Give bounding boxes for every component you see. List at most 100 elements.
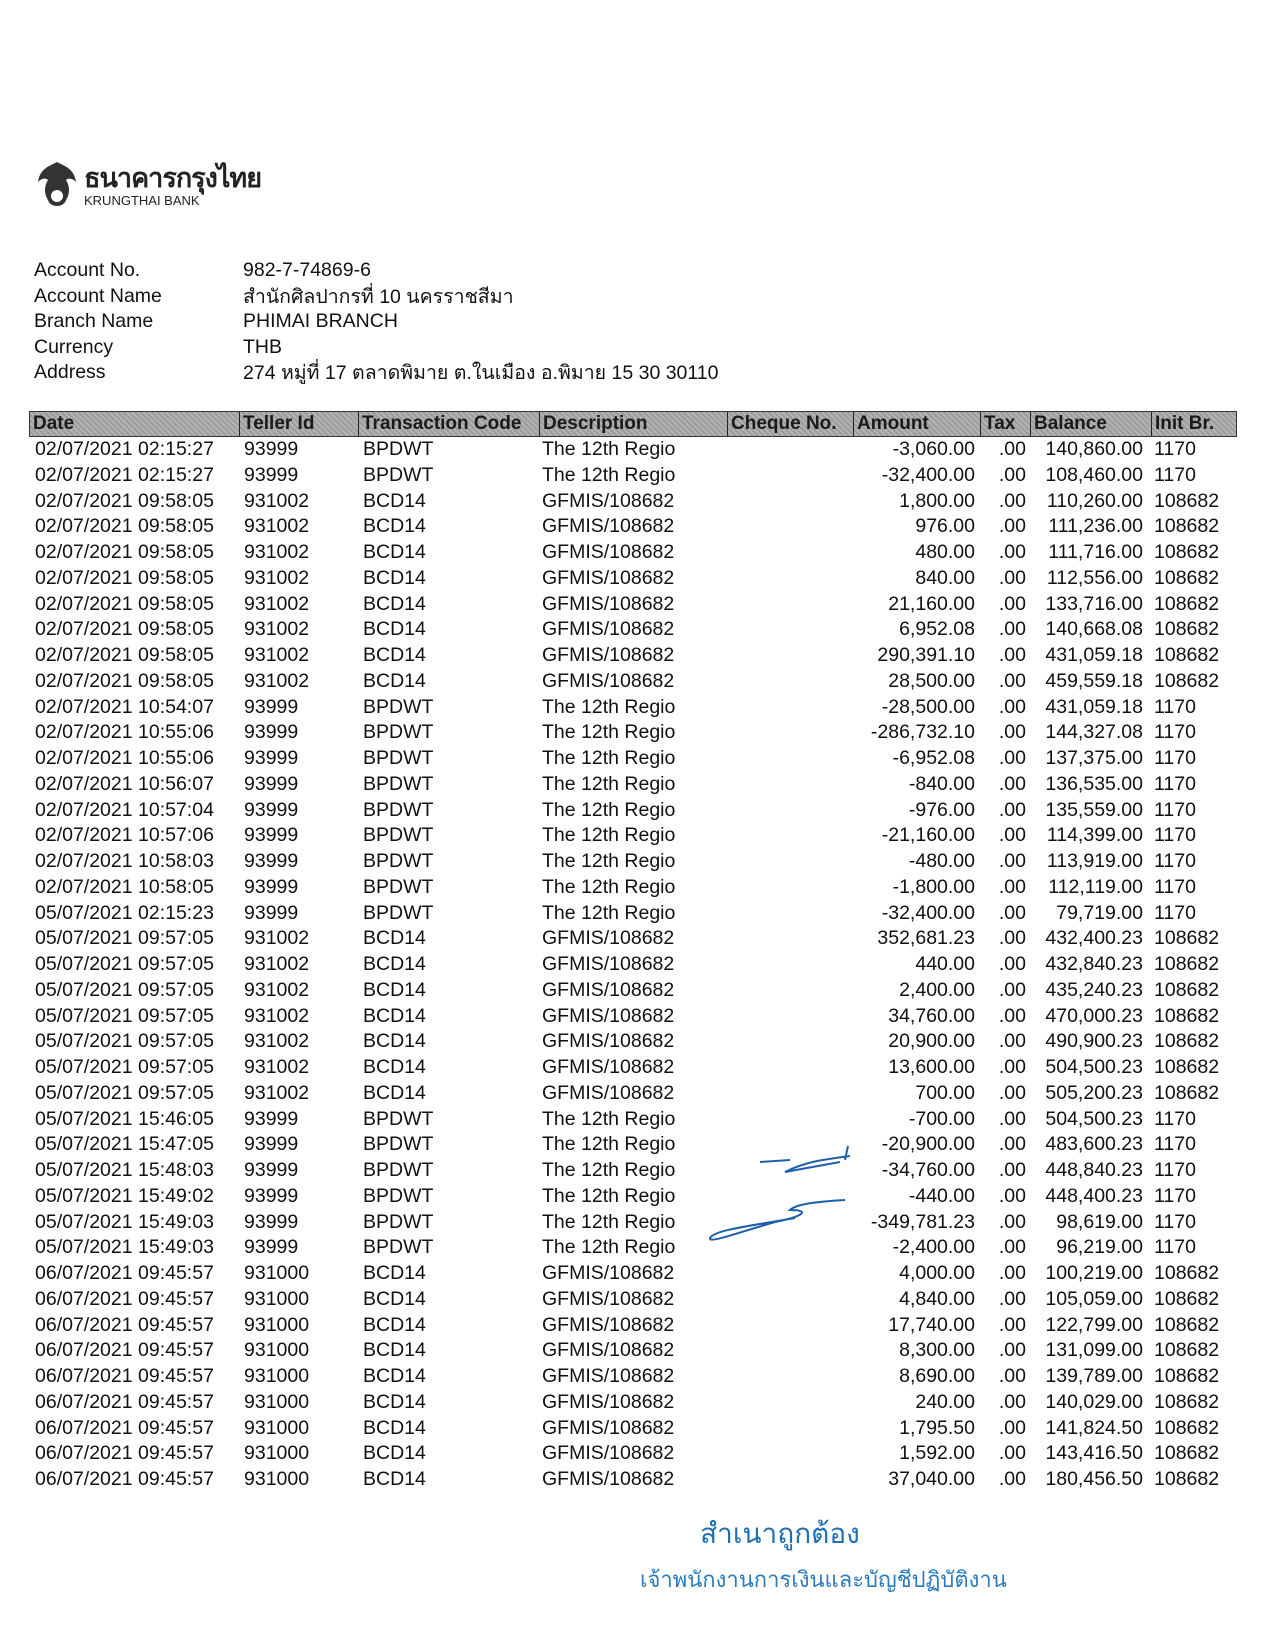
cell-tax: .00 [998,1159,1026,1181]
column-header-tax[interactable]: Tax [980,412,1030,436]
cell-init-branch: 1170 [1154,695,1196,718]
cell-date: 02/07/2021 09:58:05 [35,592,214,615]
cell-init-branch: 108682 [1154,566,1220,589]
cell-init-branch: 1170 [1154,747,1196,769]
cell-date: 05/07/2021 09:57:05 [35,1081,214,1104]
info-value: สำนักศิลปากรที่ 10 นครราชสีมา [243,285,514,308]
cell-tax: .00 [998,772,1026,795]
cell-tax: .00 [998,1287,1026,1310]
table-row: 05/07/2021 15:49:03 93999 BPDWT The 12th Re… [0,1210,1263,1236]
table-row: 05/07/2021 15:49:02 93999 BPDWT The 12th Re… [0,1184,1263,1210]
cell-date: 02/07/2021 09:58:05 [35,489,214,512]
address-row: Address 274 หมู่ที่ 17 ตลาดพิมาย ต.ในเมือ… [34,360,719,386]
cell-description: GFMIS/108682 [542,1056,675,1078]
column-header-cheque-no[interactable]: Cheque No. [727,412,853,436]
cell-date: 06/07/2021 09:45:57 [35,1390,214,1413]
cell-init-branch: 108682 [1154,515,1220,538]
cell-amount: -349,781.23 [870,1210,975,1233]
cell-description: GFMIS/108682 [542,541,675,563]
column-header-init-branch[interactable]: Init Br. [1151,412,1236,436]
cell-description: GFMIS/108682 [542,1313,675,1336]
cell-transaction-code: BCD14 [363,566,426,589]
cell-transaction-code: BPDWT [363,1184,434,1207]
table-row: 05/07/2021 09:57:05 931002 BCD14 GFMIS/1086… [0,1081,1263,1107]
cell-init-branch: 108682 [1154,618,1220,641]
cell-init-branch: 1170 [1154,901,1196,924]
info-label: Branch Name [34,310,154,333]
cell-teller-id: 93999 [244,772,299,795]
cell-init-branch: 1170 [1154,1236,1196,1259]
cell-transaction-code: BPDWT [363,438,434,460]
cell-transaction-code: BCD14 [363,1468,426,1490]
cell-description: GFMIS/108682 [542,644,675,666]
cell-amount: 37,040.00 [888,1468,975,1490]
cell-date: 06/07/2021 09:45:57 [35,1365,214,1387]
cell-init-branch: 108682 [1154,592,1220,615]
cell-description: The 12th Regio [542,798,676,821]
cell-description: GFMIS/108682 [542,566,675,589]
cell-date: 05/07/2021 15:46:05 [35,1107,214,1130]
cell-balance: 505,200.23 [1045,1081,1143,1104]
cell-amount: -20,900.00 [881,1133,975,1156]
info-value: 982-7-74869-6 [243,259,371,282]
cell-description: GFMIS/108682 [542,669,675,692]
cell-description: GFMIS/108682 [542,618,675,641]
table-row: 05/07/2021 15:48:03 93999 BPDWT The 12th Re… [0,1158,1263,1184]
cell-teller-id: 93999 [244,721,299,744]
cell-description: GFMIS/108682 [542,953,675,975]
cell-amount: 28,500.00 [888,669,975,692]
column-header-transaction-code[interactable]: Transaction Code [358,412,539,436]
cell-transaction-code: BPDWT [363,1210,434,1233]
cell-teller-id: 93999 [244,824,299,847]
cell-transaction-code: BCD14 [363,592,426,615]
cell-teller-id: 931000 [244,1468,310,1490]
cell-amount: -440.00 [908,1184,975,1207]
cell-teller-id: 931000 [244,1390,310,1413]
cell-init-branch: 108682 [1154,541,1220,563]
cell-init-branch: 108682 [1154,978,1220,1001]
cell-transaction-code: BCD14 [363,1416,426,1439]
cell-transaction-code: BCD14 [363,1030,426,1053]
cell-amount: 352,681.23 [877,927,975,950]
cell-tax: .00 [998,978,1026,1001]
cell-balance: 143,416.50 [1045,1442,1143,1465]
cell-tax: .00 [998,644,1026,666]
cell-transaction-code: BCD14 [363,1262,426,1284]
cell-balance: 137,375.00 [1045,747,1143,769]
cell-balance: 448,400.23 [1045,1184,1143,1207]
cell-date: 02/07/2021 10:55:06 [35,747,214,769]
column-header-balance[interactable]: Balance [1030,412,1151,436]
cell-balance: 133,716.00 [1045,592,1143,615]
cell-transaction-code: BPDWT [363,875,434,898]
cell-balance: 432,840.23 [1045,953,1143,975]
cell-date: 05/07/2021 15:49:03 [35,1210,214,1233]
table-row: 02/07/2021 02:15:27 93999 BPDWT The 12th Re… [0,437,1263,463]
cell-amount: -1,800.00 [892,875,975,898]
cell-init-branch: 108682 [1154,1390,1220,1413]
column-header-teller-id[interactable]: Teller Id [239,412,358,436]
cell-date: 02/07/2021 09:58:05 [35,644,214,666]
cell-amount: -34,760.00 [881,1159,975,1181]
column-header-amount[interactable]: Amount [853,412,980,436]
cell-balance: 139,789.00 [1045,1365,1143,1387]
cell-init-branch: 1170 [1154,1184,1196,1207]
column-header-date[interactable]: Date [33,413,75,434]
table-row: 06/07/2021 09:45:57 931000 BCD14 GFMIS/1086… [0,1313,1263,1339]
cell-tax: .00 [998,1390,1026,1413]
cell-date: 06/07/2021 09:45:57 [35,1416,214,1439]
cell-amount: 440.00 [915,953,975,975]
cell-init-branch: 1170 [1154,850,1196,872]
cell-balance: 108,460.00 [1045,463,1143,486]
cell-tax: .00 [998,489,1026,512]
cell-tax: .00 [998,515,1026,538]
cell-description: The 12th Regio [542,695,676,718]
info-value: 274 หมู่ที่ 17 ตลาดพิมาย ต.ในเมือง อ.พิม… [243,362,719,385]
cell-init-branch: 108682 [1154,669,1220,692]
column-header-description[interactable]: Description [539,412,727,436]
cell-description: GFMIS/108682 [542,1390,675,1413]
cell-transaction-code: BPDWT [363,747,434,769]
cell-transaction-code: BCD14 [363,644,426,666]
table-row: 05/07/2021 15:46:05 93999 BPDWT The 12th Re… [0,1107,1263,1133]
cell-amount: 21,160.00 [888,592,975,615]
cell-amount: 4,840.00 [899,1287,975,1310]
